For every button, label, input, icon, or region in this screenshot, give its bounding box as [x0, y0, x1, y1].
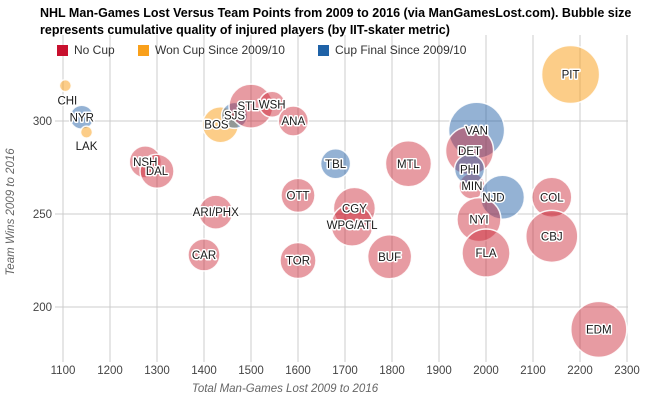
x-axis-title: Total Man-Games Lost 2009 to 2016	[192, 383, 379, 395]
legend-swatch-won_cup	[138, 44, 149, 56]
bubble-label-fla: FLA	[475, 248, 496, 260]
bubble-sjs[interactable]	[220, 101, 249, 130]
bubble-wpg-atl[interactable]	[330, 203, 374, 247]
x-tick-label: 2200	[567, 365, 593, 377]
bubble-label-wpg-atl: WPG/ATL	[327, 220, 379, 232]
bubble-lak[interactable]	[79, 125, 94, 139]
bubble-label-ari-phx: ARI/PHX	[193, 207, 239, 219]
x-tick-label: 1600	[285, 365, 311, 377]
bubble-label-njd: NJD	[482, 192, 504, 204]
x-tick-label: 1100	[51, 365, 76, 377]
bubble-dal[interactable]	[139, 153, 175, 189]
bubble-cbj[interactable]	[525, 209, 579, 264]
x-tick-label: 2300	[614, 365, 640, 377]
bubble-fla[interactable]	[461, 228, 511, 278]
bubble-ana[interactable]	[277, 105, 310, 137]
y-tick-label: 300	[33, 116, 52, 128]
bubble-label-ana: ANA	[281, 116, 305, 128]
y-axis-title: Team Wins 2009 to 2016	[5, 148, 17, 276]
bubble-label-col: COL	[540, 192, 564, 204]
chart-title: NHL Man-Games Lost Versus Team Points fr…	[40, 6, 632, 37]
bubble-label-mtl: MTL	[397, 159, 421, 171]
bubble-label-min: MIN	[461, 181, 482, 193]
bubble-label-phi: PHI	[460, 164, 479, 176]
bubble-label-wsh: WSH	[259, 99, 286, 111]
bubble-label-van: VAN	[465, 125, 488, 137]
bubble-label-car: CAR	[192, 250, 216, 262]
bubble-label-stl: STL	[237, 101, 259, 113]
y-tick-label: 250	[33, 209, 52, 221]
legend-swatch-no_cup	[57, 44, 68, 56]
bubble-car[interactable]	[187, 238, 221, 272]
x-tick-label: 2000	[473, 365, 499, 377]
bubble-label-pit: PIT	[562, 70, 580, 82]
x-tick-label: 1400	[191, 365, 217, 377]
legend: No Cup Won Cup Since 2009/10 Cup Final Sin…	[0, 43, 654, 59]
bubble-label-buf: BUF	[378, 252, 401, 264]
bubble-label-nyr: NYR	[70, 112, 94, 124]
bubble-label-chi: CHI	[57, 96, 77, 108]
bubble-label-tor: TOR	[286, 256, 310, 268]
bubble-pit[interactable]	[540, 44, 601, 105]
bubble-cgy[interactable]	[332, 186, 377, 231]
x-tick-label: 2100	[520, 365, 546, 377]
legend-item-won_cup: Won Cup Since 2009/10	[138, 43, 285, 57]
legend-swatch-cup_final	[318, 44, 329, 56]
bubble-phi[interactable]	[453, 153, 486, 186]
bubble-nyi[interactable]	[456, 196, 502, 243]
x-tick-label: 1700	[332, 365, 358, 377]
bubble-label-ott: OTT	[287, 190, 310, 202]
bubble-mtl[interactable]	[384, 140, 433, 188]
x-tick-label: 1500	[238, 365, 264, 377]
x-tick-label: 1800	[379, 365, 405, 377]
bubble-buf[interactable]	[366, 234, 413, 280]
legend-label-no_cup: No Cup	[74, 43, 115, 57]
x-tick-label: 1900	[426, 365, 452, 377]
legend-item-no_cup: No Cup	[57, 43, 115, 57]
bubble-label-lak: LAK	[76, 141, 98, 153]
bubble-label-bos: BOS	[204, 120, 229, 132]
legend-label-won_cup: Won Cup Since 2009/10	[155, 43, 285, 57]
bubble-wsh[interactable]	[258, 90, 286, 119]
bubble-det[interactable]	[444, 126, 495, 176]
legend-label-cup_final: Cup Final Since 2009/10	[335, 43, 467, 57]
bubble-ari-phx[interactable]	[198, 194, 234, 230]
bubble-label-sjs: SJS	[224, 110, 245, 122]
bubble-chi[interactable]	[58, 78, 73, 93]
bubble-label-nyi: NYI	[469, 215, 488, 227]
bubble-tbl[interactable]	[319, 148, 352, 180]
bubble-label-dal: DAL	[146, 166, 169, 178]
bubble-edm[interactable]	[570, 300, 628, 359]
bubble-tor[interactable]	[279, 241, 317, 280]
legend-item-cup_final: Cup Final Since 2009/10	[318, 43, 466, 57]
x-tick-label: 1300	[144, 365, 170, 377]
bubble-label-det: DET	[458, 146, 481, 158]
bubble-label-tbl: TBL	[325, 159, 347, 171]
y-tick-label: 200	[33, 302, 52, 314]
x-tick-label: 1200	[97, 365, 123, 377]
bubble-label-cgy: CGY	[342, 203, 367, 215]
bubble-label-edm: EDM	[586, 324, 612, 336]
bubble-label-cbj: CBJ	[541, 231, 563, 243]
bubble-col[interactable]	[531, 176, 573, 219]
bubble-ott[interactable]	[280, 177, 316, 214]
bubble-label-nsh: NSH	[133, 157, 157, 169]
bubble-van[interactable]	[447, 101, 506, 160]
